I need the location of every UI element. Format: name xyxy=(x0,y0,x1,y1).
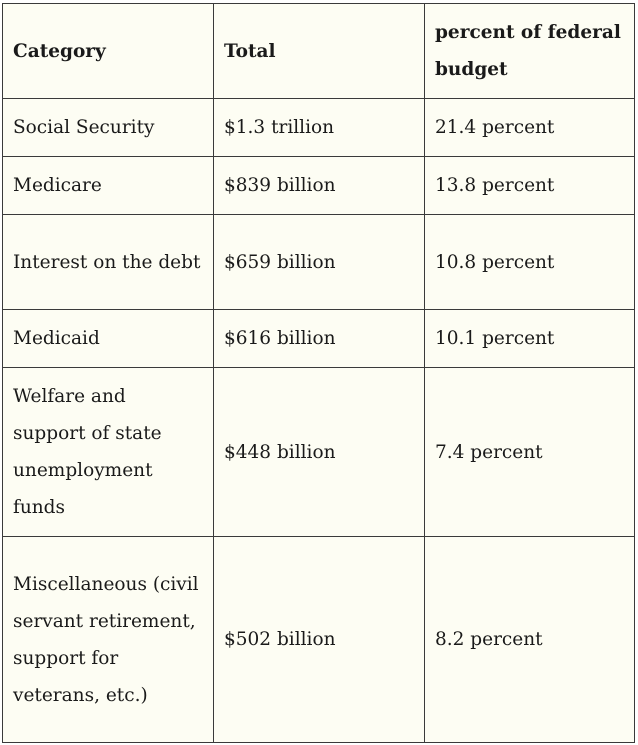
cell-percent: 7.4 percent xyxy=(424,367,635,537)
cell-category: Interest on the debt xyxy=(2,214,214,310)
table-row: Medicare $839 billion 13.8 percent xyxy=(2,156,635,215)
cell-total: $502 billion xyxy=(213,536,425,743)
cell-percent: 13.8 percent xyxy=(424,156,635,215)
cell-category: Medicare xyxy=(2,156,214,215)
header-percent: percent of federal budget xyxy=(424,3,635,99)
cell-total: $1.3 trillion xyxy=(213,98,425,157)
table-row: Social Security $1.3 trillion 21.4 perce… xyxy=(2,98,635,157)
cell-percent: 21.4 percent xyxy=(424,98,635,157)
budget-table: Category Total percent of federal budget… xyxy=(2,3,635,743)
header-category: Category xyxy=(2,3,214,99)
table-row: Miscellaneous (civil servant retirement,… xyxy=(2,536,635,743)
cell-category: Medicaid xyxy=(2,309,214,368)
cell-category: Miscellaneous (civil servant retirement,… xyxy=(2,536,214,743)
cell-total: $616 billion xyxy=(213,309,425,368)
cell-percent: 8.2 percent xyxy=(424,536,635,743)
cell-total: $839 billion xyxy=(213,156,425,215)
cell-percent: 10.1 percent xyxy=(424,309,635,368)
table-row: Welfare and support of state unemploymen… xyxy=(2,367,635,537)
cell-category: Social Security xyxy=(2,98,214,157)
table-row: Medicaid $616 billion 10.1 percent xyxy=(2,309,635,368)
table-row: Interest on the debt $659 billion 10.8 p… xyxy=(2,214,635,310)
cell-total: $448 billion xyxy=(213,367,425,537)
cell-total: $659 billion xyxy=(213,214,425,310)
header-total: Total xyxy=(213,3,425,99)
cell-percent: 10.8 percent xyxy=(424,214,635,310)
table-header-row: Category Total percent of federal budget xyxy=(2,3,635,99)
cell-category: Welfare and support of state unemploymen… xyxy=(2,367,214,537)
